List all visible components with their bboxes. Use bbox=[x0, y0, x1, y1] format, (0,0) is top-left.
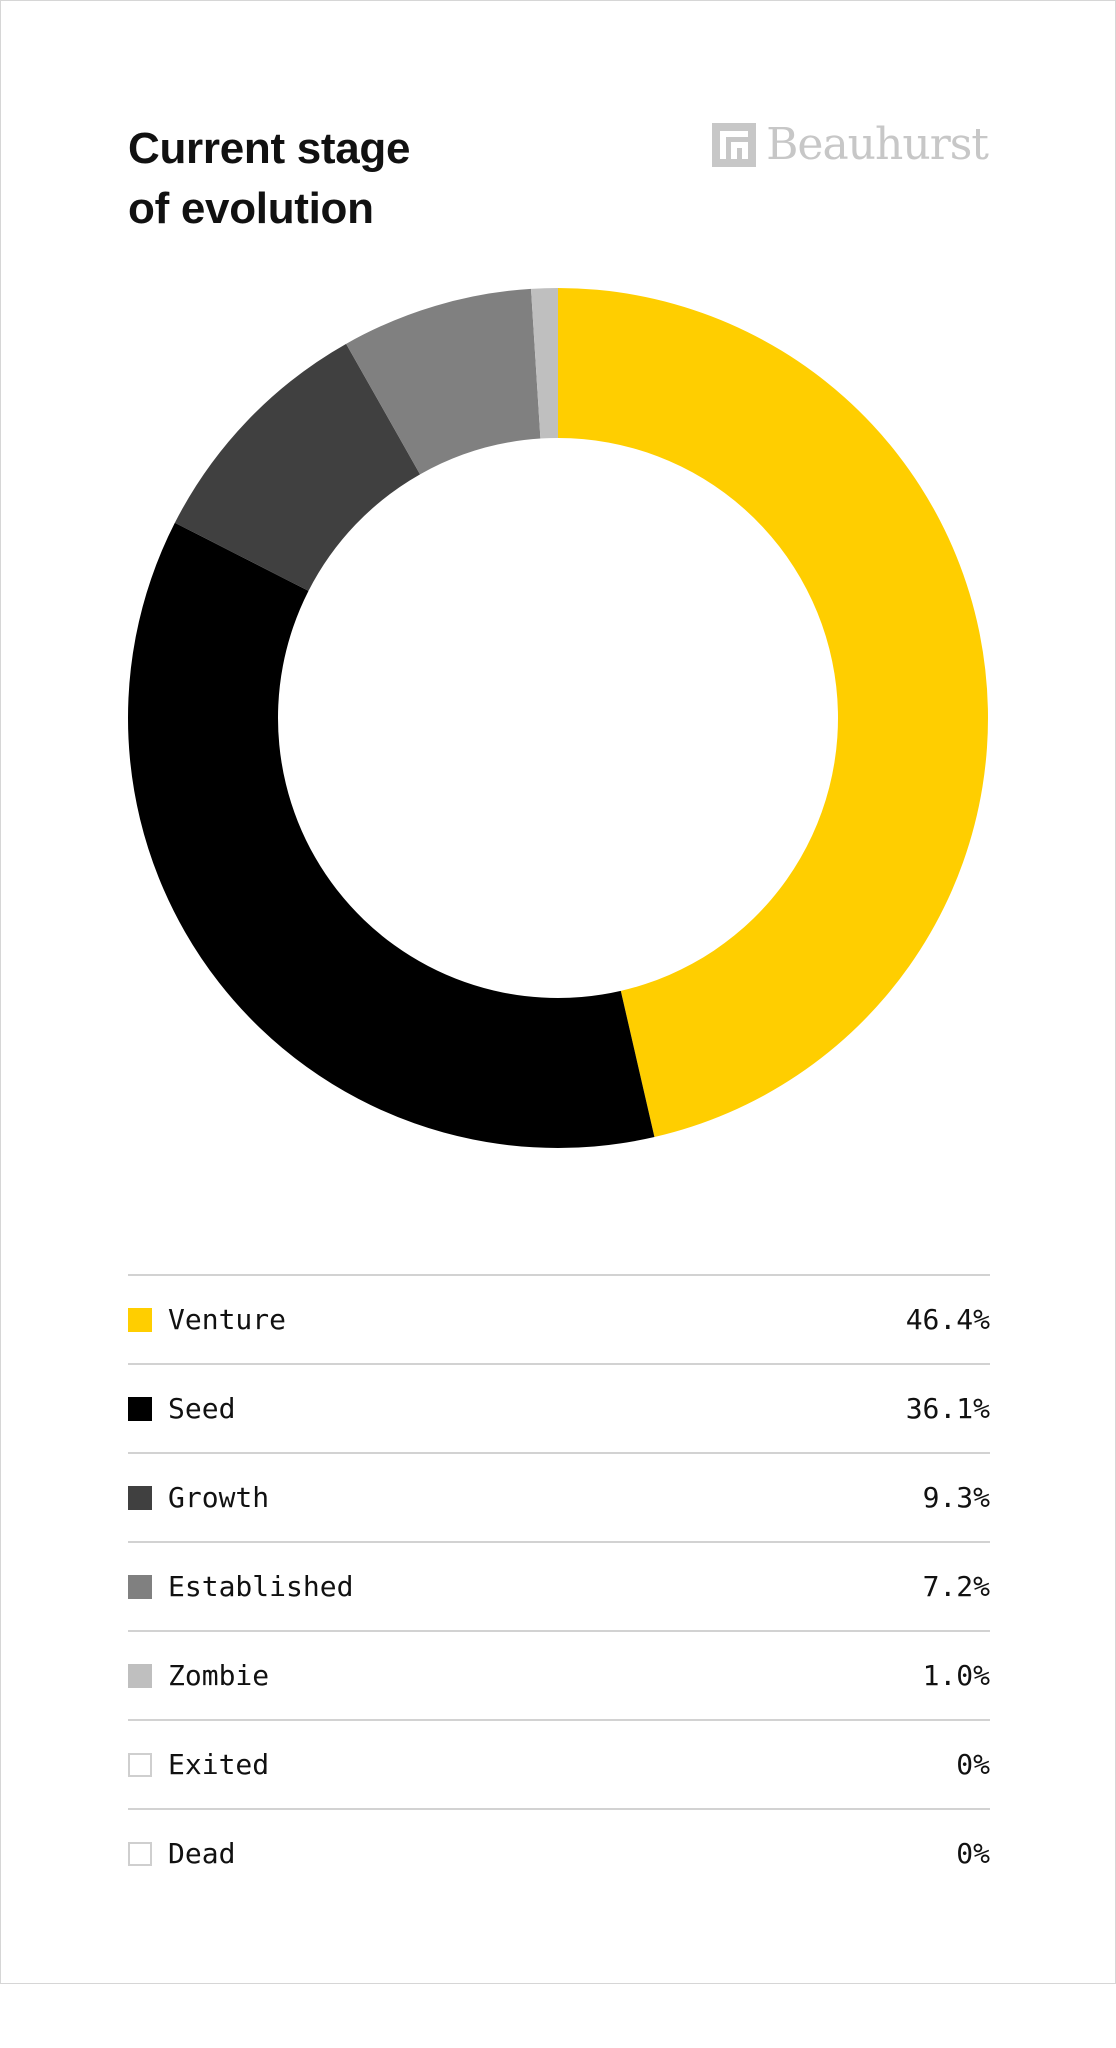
brand-logo: Beauhurst bbox=[712, 119, 989, 170]
legend-row-exited: Exited 0% bbox=[128, 1719, 990, 1808]
legend-swatch bbox=[128, 1752, 152, 1777]
legend-value: 7.2% bbox=[922, 1570, 990, 1603]
donut-slice-zombie bbox=[531, 288, 558, 439]
chart-title-line-1: Current stage bbox=[128, 124, 411, 173]
legend-value: 9.3% bbox=[922, 1481, 990, 1514]
legend-label: Zombie bbox=[168, 1659, 270, 1692]
legend-swatch bbox=[128, 1574, 152, 1599]
brand-logo-icon bbox=[712, 123, 757, 167]
legend-value: 36.1% bbox=[905, 1392, 990, 1425]
legend-row-dead: Dead 0% bbox=[128, 1808, 990, 1897]
legend-swatch bbox=[128, 1396, 152, 1421]
legend-label: Growth bbox=[168, 1481, 270, 1514]
donut-slice-seed bbox=[127, 522, 655, 1149]
chart-title-line-2: of evolution bbox=[128, 184, 374, 233]
donut-chart bbox=[127, 288, 989, 1149]
legend-swatch bbox=[128, 1485, 152, 1510]
chart-legend: Venture 46.4% Seed 36.1% Growth 9.3% Establish… bbox=[128, 1274, 990, 1897]
legend-swatch bbox=[128, 1307, 152, 1332]
legend-value: 0% bbox=[956, 1837, 990, 1870]
legend-value: 1.0% bbox=[922, 1659, 990, 1692]
donut-slice-established bbox=[346, 288, 541, 475]
legend-row-seed: Seed 36.1% bbox=[128, 1363, 990, 1452]
legend-label: Established bbox=[168, 1570, 354, 1603]
chart-card: Current stage of evolution Beauhurst Ven… bbox=[0, 0, 1116, 1984]
legend-value: 46.4% bbox=[905, 1303, 990, 1336]
legend-row-growth: Growth 9.3% bbox=[128, 1452, 990, 1541]
donut-slice-venture bbox=[558, 288, 989, 1138]
donut-slice-growth bbox=[174, 343, 421, 591]
legend-label: Exited bbox=[168, 1748, 270, 1781]
legend-value: 0% bbox=[956, 1748, 990, 1781]
brand-name: Beauhurst bbox=[766, 119, 989, 170]
legend-row-established: Established 7.2% bbox=[128, 1541, 990, 1630]
legend-label: Venture bbox=[168, 1303, 287, 1336]
legend-label: Dead bbox=[168, 1837, 236, 1870]
legend-swatch bbox=[128, 1841, 152, 1866]
legend-label: Seed bbox=[168, 1392, 236, 1425]
legend-swatch bbox=[128, 1663, 152, 1688]
chart-title: Current stage of evolution bbox=[128, 119, 410, 239]
legend-row-zombie: Zombie 1.0% bbox=[128, 1630, 990, 1719]
legend-row-venture: Venture 46.4% bbox=[128, 1274, 990, 1363]
